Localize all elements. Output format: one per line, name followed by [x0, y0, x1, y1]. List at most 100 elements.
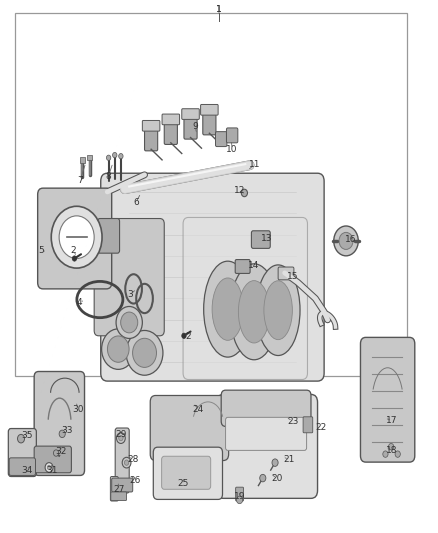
FancyBboxPatch shape: [98, 219, 120, 253]
Text: 26: 26: [129, 477, 141, 485]
FancyBboxPatch shape: [203, 110, 216, 135]
Circle shape: [107, 336, 129, 362]
Text: 33: 33: [61, 426, 72, 435]
Ellipse shape: [256, 265, 300, 356]
Text: 4: 4: [77, 298, 82, 307]
Bar: [15, 13, 407, 376]
FancyBboxPatch shape: [9, 458, 35, 475]
FancyBboxPatch shape: [235, 260, 250, 273]
Circle shape: [113, 152, 117, 158]
Text: 2: 2: [71, 246, 76, 255]
Circle shape: [51, 206, 102, 268]
Text: 28: 28: [127, 455, 139, 464]
Text: 1: 1: [216, 5, 222, 14]
FancyBboxPatch shape: [162, 456, 211, 489]
FancyBboxPatch shape: [226, 417, 307, 450]
Circle shape: [237, 496, 243, 504]
Ellipse shape: [238, 280, 270, 343]
Text: 8: 8: [105, 173, 111, 181]
FancyBboxPatch shape: [226, 128, 238, 143]
Circle shape: [72, 256, 77, 261]
Text: 9: 9: [192, 123, 198, 131]
Text: 10: 10: [226, 145, 238, 154]
Text: 34: 34: [21, 466, 33, 474]
FancyBboxPatch shape: [201, 104, 218, 115]
FancyBboxPatch shape: [34, 372, 85, 475]
Circle shape: [182, 333, 186, 338]
FancyBboxPatch shape: [94, 219, 164, 336]
Circle shape: [389, 443, 394, 450]
FancyBboxPatch shape: [150, 395, 229, 461]
FancyBboxPatch shape: [183, 217, 307, 379]
Text: 20: 20: [271, 474, 283, 483]
Text: 11: 11: [249, 160, 261, 168]
FancyBboxPatch shape: [34, 446, 71, 473]
Circle shape: [395, 451, 400, 457]
FancyBboxPatch shape: [162, 114, 180, 125]
Circle shape: [272, 459, 278, 466]
Text: 23: 23: [287, 417, 298, 425]
Text: 2: 2: [186, 333, 191, 341]
Circle shape: [260, 474, 266, 482]
Circle shape: [119, 154, 123, 159]
Ellipse shape: [230, 264, 278, 360]
Text: 35: 35: [21, 432, 33, 440]
FancyBboxPatch shape: [217, 394, 318, 498]
FancyBboxPatch shape: [101, 173, 324, 381]
Text: 16: 16: [345, 236, 356, 244]
Text: 19: 19: [234, 492, 246, 501]
FancyBboxPatch shape: [164, 120, 177, 144]
Text: 18: 18: [386, 446, 398, 455]
Text: 22: 22: [315, 423, 326, 432]
FancyBboxPatch shape: [278, 267, 294, 280]
Text: 24: 24: [193, 405, 204, 414]
FancyBboxPatch shape: [112, 478, 133, 492]
FancyBboxPatch shape: [153, 447, 223, 499]
FancyBboxPatch shape: [360, 337, 415, 462]
FancyBboxPatch shape: [110, 477, 118, 501]
FancyBboxPatch shape: [182, 109, 199, 119]
Ellipse shape: [204, 261, 252, 357]
Circle shape: [383, 451, 388, 457]
Text: 5: 5: [39, 246, 45, 255]
Text: 17: 17: [386, 416, 398, 424]
FancyBboxPatch shape: [236, 487, 244, 501]
Circle shape: [59, 430, 65, 438]
Text: 1: 1: [216, 5, 222, 14]
FancyBboxPatch shape: [145, 126, 158, 151]
Circle shape: [102, 329, 135, 369]
Text: 29: 29: [115, 430, 127, 439]
Circle shape: [334, 226, 358, 256]
Circle shape: [116, 306, 142, 338]
Circle shape: [124, 460, 129, 465]
FancyBboxPatch shape: [142, 120, 160, 131]
FancyBboxPatch shape: [215, 132, 227, 147]
Text: 14: 14: [248, 261, 260, 270]
Circle shape: [106, 155, 111, 160]
FancyBboxPatch shape: [115, 428, 129, 493]
FancyBboxPatch shape: [303, 417, 313, 433]
Text: 6: 6: [133, 198, 139, 207]
Circle shape: [339, 232, 353, 249]
Circle shape: [241, 189, 247, 197]
Circle shape: [117, 433, 125, 443]
Circle shape: [119, 435, 123, 441]
Circle shape: [59, 216, 94, 259]
Circle shape: [120, 312, 138, 333]
Text: 7: 7: [77, 176, 83, 184]
FancyBboxPatch shape: [184, 115, 197, 139]
Text: 25: 25: [177, 480, 189, 488]
Circle shape: [45, 463, 53, 472]
Circle shape: [53, 450, 59, 456]
Circle shape: [133, 338, 156, 367]
Ellipse shape: [212, 278, 244, 341]
Text: 27: 27: [113, 485, 125, 494]
Text: 15: 15: [287, 272, 298, 280]
FancyBboxPatch shape: [38, 188, 112, 289]
Circle shape: [126, 330, 163, 375]
Bar: [80, 157, 85, 163]
FancyBboxPatch shape: [251, 231, 270, 248]
FancyBboxPatch shape: [8, 429, 36, 477]
Text: 12: 12: [233, 187, 245, 195]
Circle shape: [18, 434, 25, 443]
